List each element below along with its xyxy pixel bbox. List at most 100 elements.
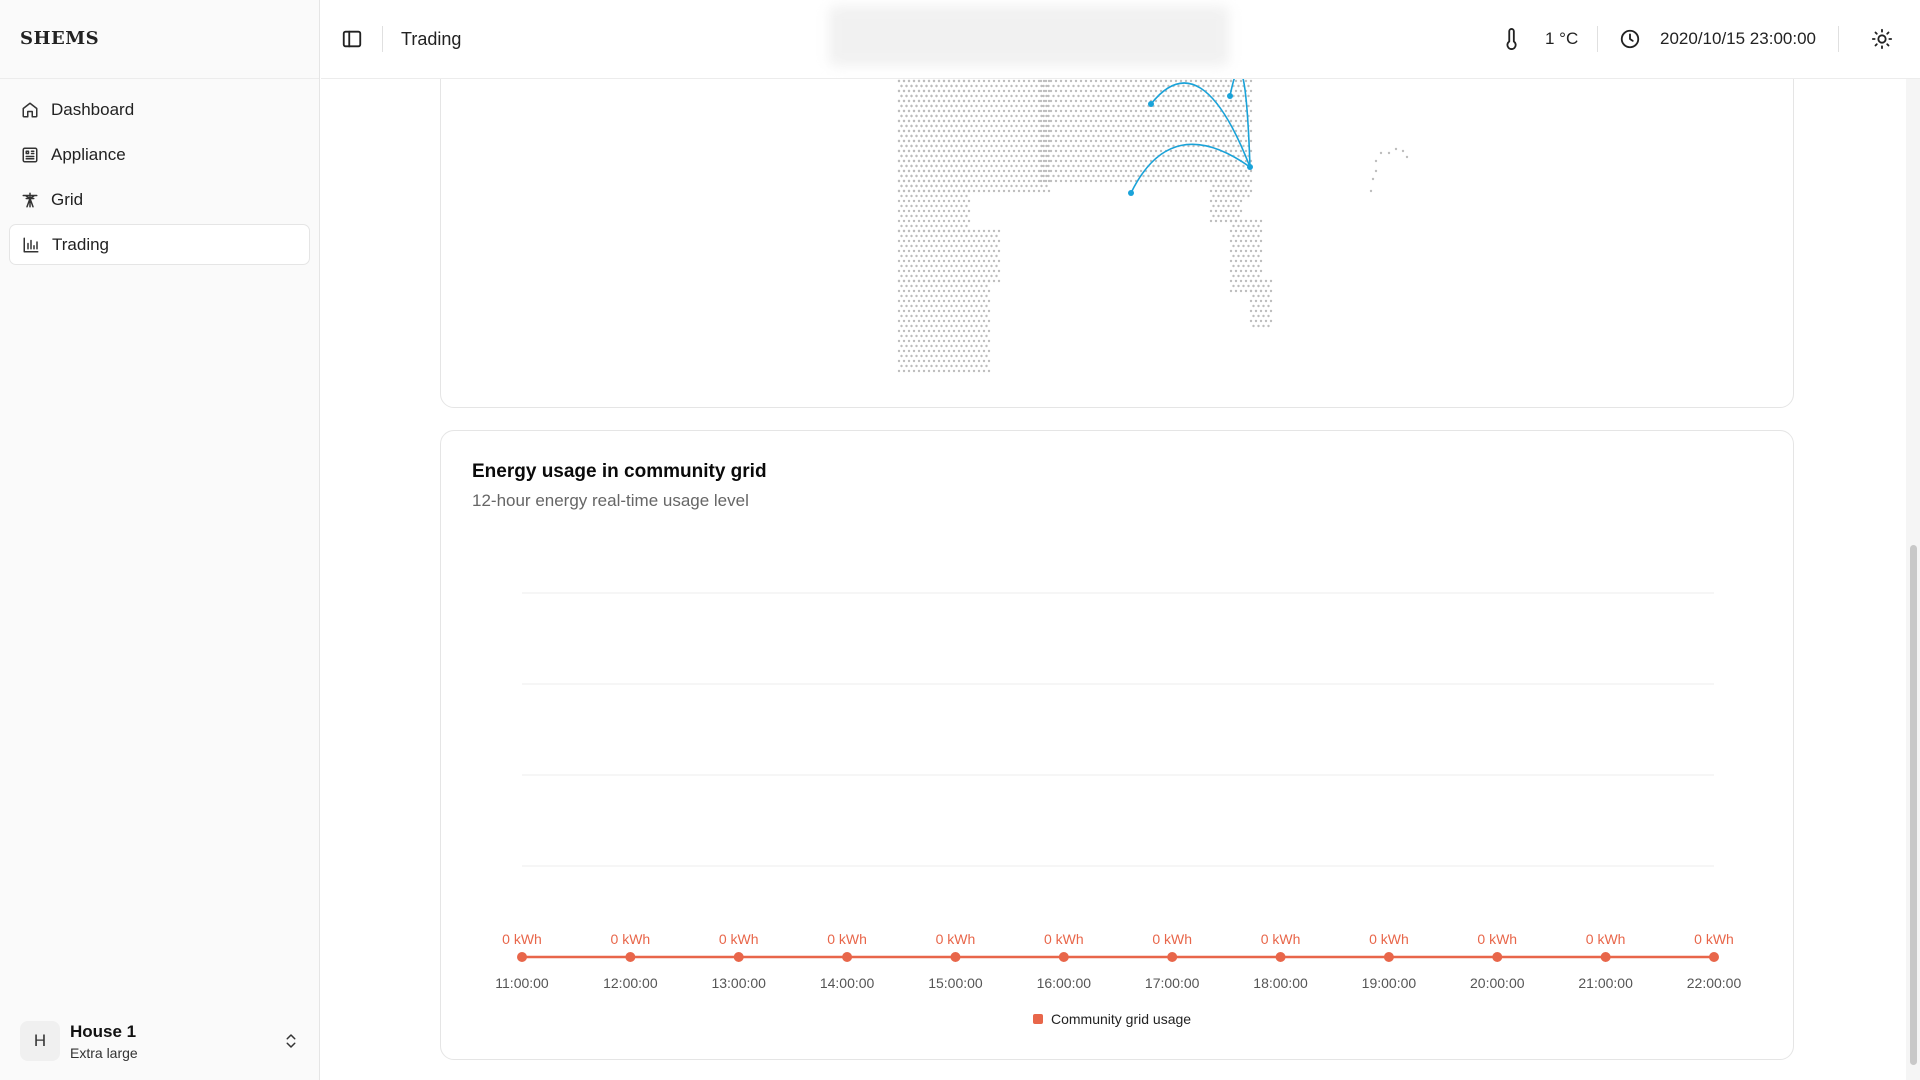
map-dot xyxy=(1064,79,1068,83)
map-dot xyxy=(1077,124,1080,128)
map-dot xyxy=(1039,119,1043,123)
map-dot xyxy=(1142,174,1145,178)
map-dot xyxy=(1042,179,1046,183)
map-dot xyxy=(985,154,988,158)
map-dot xyxy=(970,124,973,128)
map-dot xyxy=(1234,269,1238,273)
map-dot xyxy=(1147,154,1150,158)
map-dot xyxy=(985,104,988,108)
map-dot xyxy=(932,229,936,233)
map-dot xyxy=(1134,109,1138,113)
map-dot xyxy=(990,84,993,88)
map-dot xyxy=(900,354,903,358)
sidebar-item-grid[interactable]: Grid xyxy=(9,179,310,220)
map-dot xyxy=(1247,224,1250,228)
data-point xyxy=(950,952,961,962)
map-dot xyxy=(1057,84,1060,88)
map-dot xyxy=(907,169,911,173)
map-dot xyxy=(920,84,923,88)
map-dot xyxy=(1089,109,1093,113)
map-dot xyxy=(935,114,938,118)
map-dot xyxy=(925,144,928,148)
map-dot xyxy=(1224,199,1228,203)
map-dot xyxy=(975,174,978,178)
map-dot xyxy=(1262,324,1265,328)
map-dot xyxy=(982,289,986,293)
map-dot xyxy=(912,229,916,233)
map-dot xyxy=(925,244,928,248)
map-dot xyxy=(1187,174,1190,178)
sidebar-toggle-icon[interactable] xyxy=(341,28,363,50)
map-dot xyxy=(1239,219,1243,223)
map-dot xyxy=(1099,179,1103,183)
map-dot xyxy=(917,219,921,223)
map-dot xyxy=(1192,114,1195,118)
data-label: 0 kWh xyxy=(1369,931,1409,947)
map-dot xyxy=(1069,179,1073,183)
map-dot xyxy=(917,109,921,113)
map-dot xyxy=(965,214,968,218)
map-dot xyxy=(1167,164,1170,168)
map-dot xyxy=(990,254,993,258)
map-dot xyxy=(1104,109,1108,113)
map-dot xyxy=(972,149,976,153)
map-dot xyxy=(917,119,921,123)
map-dot xyxy=(915,104,918,108)
map-dot xyxy=(947,289,951,293)
map-dot xyxy=(950,84,953,88)
map-dot xyxy=(1189,149,1193,153)
map-dot xyxy=(1237,124,1240,128)
map-dot xyxy=(1047,134,1050,138)
sun-icon[interactable] xyxy=(1871,28,1893,50)
map-dot xyxy=(1222,104,1225,108)
map-dot xyxy=(935,104,938,108)
map-dot xyxy=(1217,114,1220,118)
map-dot xyxy=(997,139,1001,143)
map-dot xyxy=(1064,169,1068,173)
map-dot xyxy=(910,244,913,248)
map-dot xyxy=(1057,134,1060,138)
map-dot xyxy=(910,314,913,318)
map-dot xyxy=(905,174,908,178)
map-dot xyxy=(1212,104,1215,108)
map-dot xyxy=(907,329,911,333)
map-dot xyxy=(947,349,951,353)
scrollbar-thumb[interactable] xyxy=(1910,545,1917,1065)
sidebar-item-dashboard[interactable]: Dashboard xyxy=(9,89,310,130)
map-dot xyxy=(925,344,928,348)
map-dot xyxy=(925,314,928,318)
map-dot xyxy=(995,274,998,278)
map-dot xyxy=(1134,159,1138,163)
map-dot xyxy=(1242,284,1245,288)
map-dot xyxy=(1254,269,1258,273)
map-dot xyxy=(1017,149,1021,153)
map-dot xyxy=(975,354,978,358)
map-dot xyxy=(960,144,963,148)
map-dot xyxy=(967,159,971,163)
map-dot xyxy=(945,324,948,328)
sidebar-item-trading[interactable]: Trading xyxy=(9,224,310,265)
x-tick-label: 13:00:00 xyxy=(711,975,766,991)
map-dot xyxy=(972,269,976,273)
map-dot xyxy=(982,89,986,93)
house-switcher[interactable]: H House 1 Extra large xyxy=(20,1019,300,1063)
map-dot xyxy=(905,284,908,288)
map-dot xyxy=(977,359,981,363)
map-dot xyxy=(1162,124,1165,128)
map-dot xyxy=(977,319,981,323)
map-dot xyxy=(1089,169,1093,173)
map-dot xyxy=(1062,104,1065,108)
map-dot xyxy=(947,189,951,193)
sidebar-item-appliance[interactable]: Appliance xyxy=(9,134,310,175)
map-dot xyxy=(1064,179,1068,183)
map-dot xyxy=(932,369,936,373)
map-dot xyxy=(1030,124,1033,128)
map-dot xyxy=(1067,104,1070,108)
map-dot xyxy=(937,219,941,223)
map-dot xyxy=(1149,129,1153,133)
map-dot xyxy=(902,299,906,303)
map-dot xyxy=(1077,174,1080,178)
map-dot xyxy=(1217,174,1220,178)
map-dot xyxy=(945,294,948,298)
map-dot xyxy=(1239,109,1243,113)
